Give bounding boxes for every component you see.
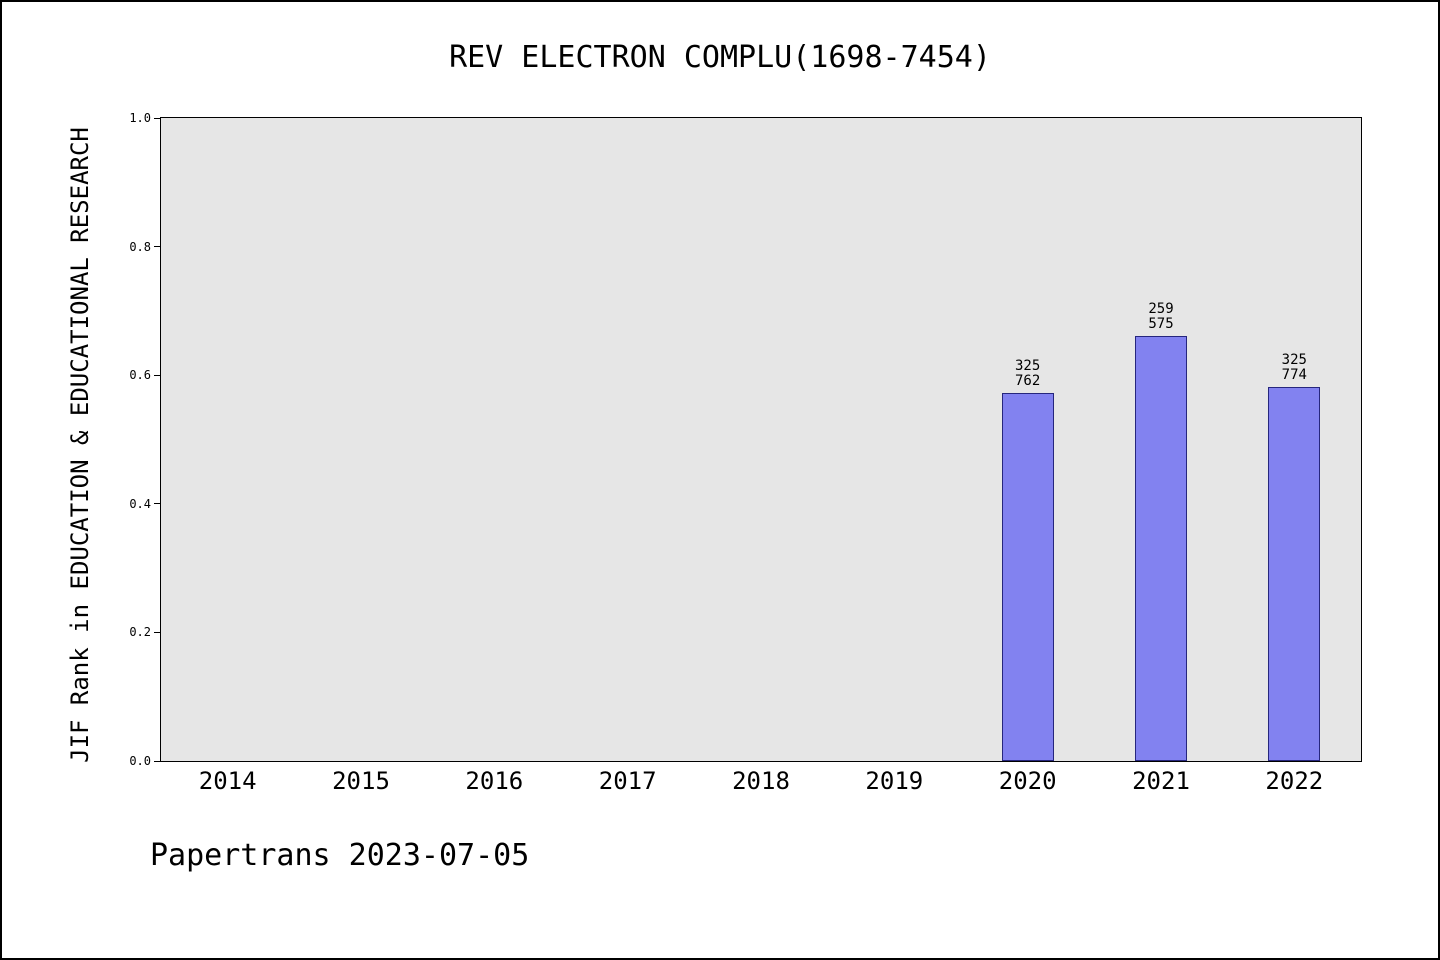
bar-label-total: 762 <box>1015 372 1041 389</box>
bar <box>1268 387 1321 761</box>
bar <box>1135 335 1187 761</box>
bar-label-rank: 259 <box>1148 300 1174 317</box>
bar-label-rank: 325 <box>1281 352 1307 369</box>
y-tick-mark <box>154 117 160 119</box>
y-tick-label: 0.8 <box>129 239 151 254</box>
bar-label: 259 575 <box>1111 300 1211 332</box>
y-axis-label: JIF Rank in EDUCATION & EDUCATIONAL RESE… <box>66 127 94 763</box>
plot-area: 0.0 0.2 0.4 0.6 0.8 1.0 2014 2015 2016 2017 2018 20… <box>129 111 1362 795</box>
x-tick-label: 2017 <box>598 767 657 795</box>
x-tick-label: 2015 <box>332 767 390 795</box>
y-tick-label: 0.6 <box>129 368 151 383</box>
y-tick-mark <box>154 374 160 376</box>
y-tick-mark <box>154 246 160 248</box>
y-tick-label: 0.0 <box>129 754 151 768</box>
bar-label-total: 575 <box>1148 315 1174 332</box>
y-tick-mark <box>154 760 160 762</box>
y-tick-mark <box>154 503 160 505</box>
x-tick-label: 2016 <box>465 767 524 795</box>
x-tick-label: 2020 <box>998 767 1057 795</box>
y-tick-label: 1.0 <box>129 111 151 125</box>
bar-label: 325 762 <box>978 357 1078 389</box>
y-tick-label: 0.2 <box>129 625 151 640</box>
y-tick-mark <box>154 631 160 633</box>
x-tick-label: 2014 <box>198 767 257 795</box>
y-tick-label: 0.4 <box>129 496 151 511</box>
x-tick-label: 2022 <box>1265 767 1324 795</box>
x-tick-label: 2018 <box>732 767 790 795</box>
chart-title: REV ELECTRON COMPLU(1698-7454) <box>449 40 991 75</box>
x-tick-label: 2019 <box>865 767 924 795</box>
bar-label-rank: 325 <box>1015 357 1041 374</box>
bar-label: 325 774 <box>1244 353 1344 383</box>
bar-label-total: 774 <box>1281 367 1307 384</box>
x-tick-label: 2021 <box>1132 767 1190 795</box>
bar <box>1001 392 1054 761</box>
footer-text: Papertrans 2023-07-05 <box>150 838 530 873</box>
